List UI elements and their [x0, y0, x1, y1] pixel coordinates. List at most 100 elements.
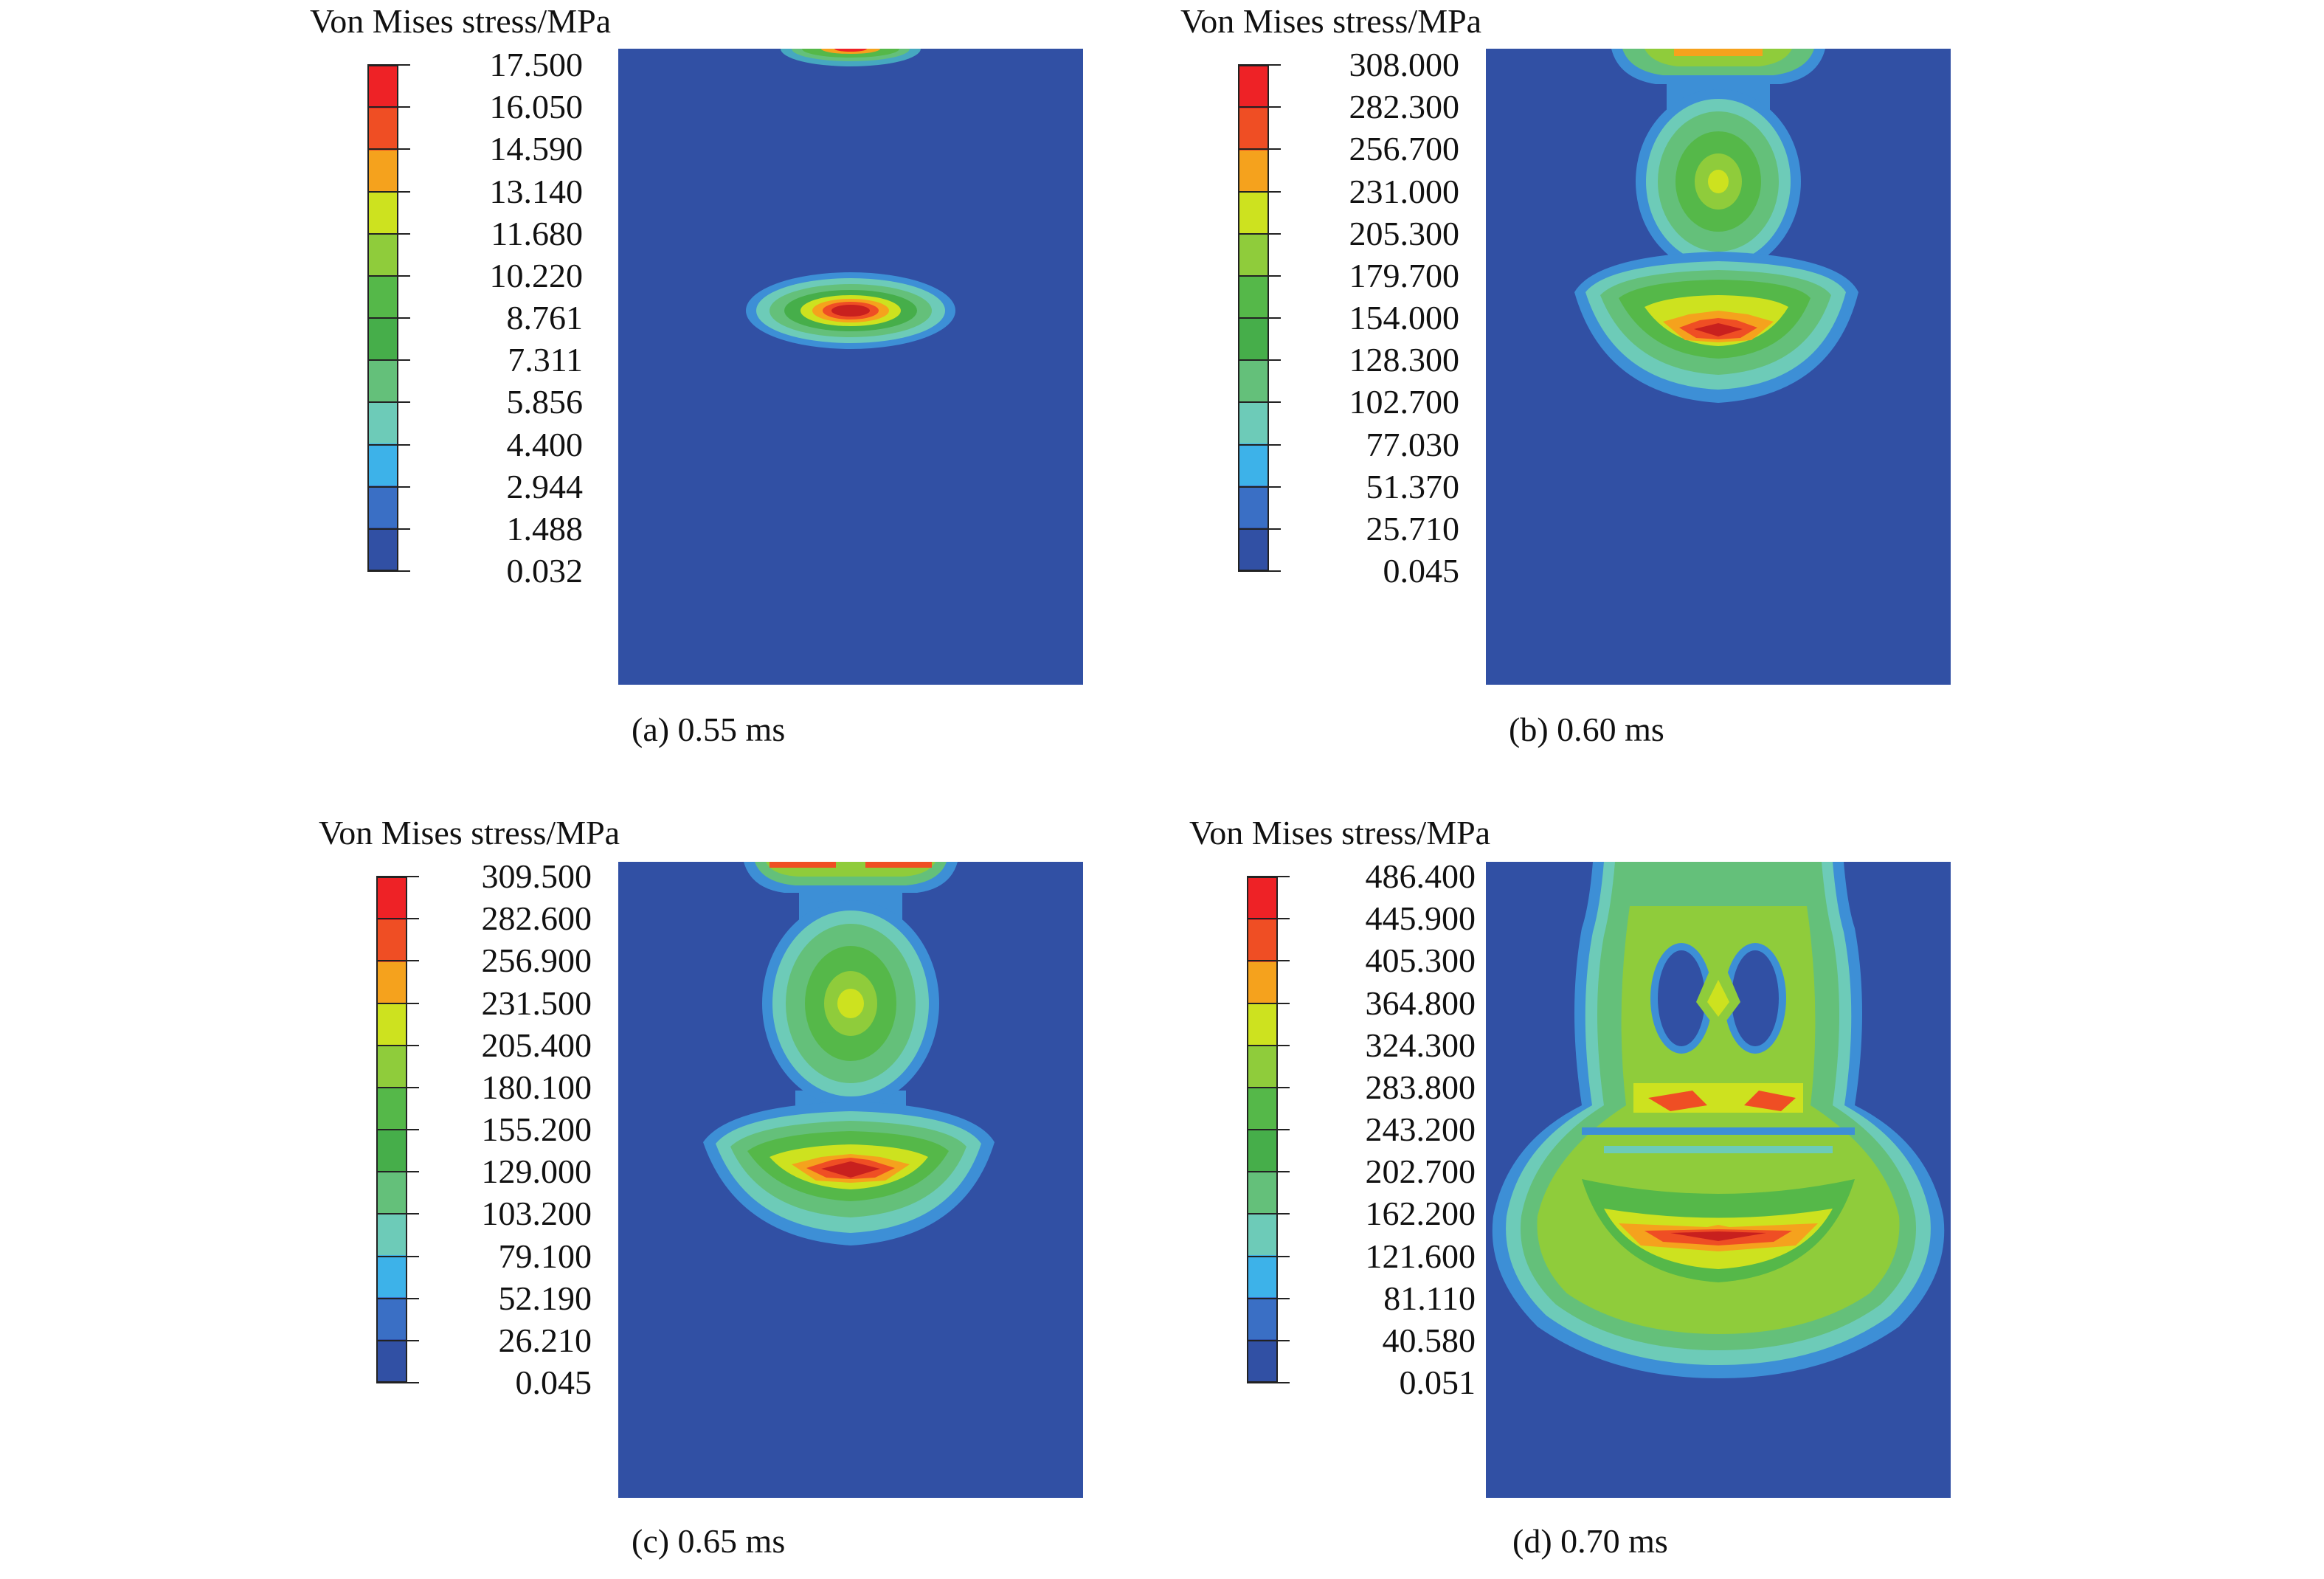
- legend-color-segment: [369, 359, 397, 402]
- legend-value-label: 179.700: [1349, 256, 1460, 294]
- legend-tick: [376, 1044, 419, 1046]
- legend-title: Von Mises stress/MPa: [1180, 2, 1482, 40]
- panel-caption: (d) 0.70 ms: [1512, 1522, 1668, 1560]
- panel-b: Von Mises stress/MPa 308.000 282.300 256.7…: [1180, 1, 2250, 761]
- legend-color-segment: [1248, 1046, 1276, 1088]
- legend-tick: [367, 528, 410, 530]
- legend-color-segment: [378, 1297, 406, 1340]
- legend-color-segment: [369, 150, 397, 193]
- legend-color-segment: [1248, 1255, 1276, 1298]
- contour-graphic: [746, 49, 955, 349]
- legend-tick: [376, 918, 419, 920]
- legend-value-label: 1.488: [506, 509, 584, 547]
- legend-value-label: 51.370: [1366, 467, 1460, 505]
- legend-value-label: 0.051: [1399, 1364, 1476, 1401]
- legend-color-segment: [378, 1171, 406, 1214]
- legend-value-label: 26.210: [498, 1321, 592, 1359]
- legend-color-segment: [1239, 276, 1268, 318]
- legend-tick: [376, 1297, 419, 1299]
- legend-tick: [1238, 359, 1281, 362]
- legend-value-label: 121.600: [1365, 1237, 1476, 1275]
- legend-tick: [367, 232, 410, 235]
- legend-tick: [1247, 1171, 1290, 1173]
- legend-color-segment: [369, 108, 397, 151]
- legend-color-segment: [1248, 878, 1276, 920]
- legend-value-label: 154.000: [1349, 299, 1460, 336]
- legend-tick: [1238, 570, 1281, 572]
- legend-value-label: 180.100: [481, 1068, 592, 1106]
- legend-tick: [376, 1002, 419, 1004]
- legend-tick: [376, 1255, 419, 1257]
- legend-tick: [1238, 486, 1281, 488]
- legend-color-bar: [1238, 65, 1269, 571]
- legend-color-segment: [1248, 1339, 1276, 1381]
- legend-value-label: 14.590: [489, 130, 584, 168]
- legend-value-label: 0.045: [515, 1364, 592, 1401]
- legend-tick: [376, 1213, 419, 1215]
- legend-value-label: 102.700: [1349, 383, 1460, 421]
- legend-value-label: 231.500: [481, 984, 592, 1022]
- legend-tick: [376, 1339, 419, 1341]
- legend-color-segment: [1239, 359, 1268, 402]
- legend-value-label: 7.311: [508, 341, 583, 379]
- legend-color-segment: [1239, 443, 1268, 486]
- contour-graphic: [1492, 862, 1945, 1378]
- legend-tick: [1247, 918, 1290, 920]
- legend-tick: [376, 1086, 419, 1088]
- stress-contour-plot: [1486, 49, 1951, 685]
- legend-tick: [1247, 1002, 1290, 1004]
- legend-value-label: 16.050: [489, 88, 584, 126]
- legend-value-label: 282.600: [481, 899, 592, 938]
- legend-tick: [1238, 148, 1281, 151]
- legend-tick: [1247, 876, 1290, 877]
- legend-color-segment: [378, 1339, 406, 1381]
- legend-color-segment: [1248, 1171, 1276, 1214]
- legend-tick: [1238, 190, 1281, 193]
- legend-color-segment: [378, 919, 406, 962]
- legend-color-segment: [378, 1255, 406, 1298]
- legend-color-segment: [369, 317, 397, 360]
- legend-value-label: 205.400: [481, 1026, 592, 1064]
- legend-color-segment: [1239, 66, 1268, 108]
- legend-color-segment: [369, 486, 397, 528]
- contour-graphic: [703, 862, 995, 1245]
- legend-tick: [367, 190, 410, 193]
- legend-tick: [367, 486, 410, 488]
- legend-color-segment: [369, 276, 397, 318]
- legend-tick: [1247, 960, 1290, 962]
- legend-color-segment: [1248, 1129, 1276, 1172]
- legend-color-segment: [1248, 1297, 1276, 1340]
- legend-value-label: 486.400: [1365, 857, 1476, 895]
- legend-value-label: 11.680: [491, 214, 583, 252]
- legend-color-segment: [369, 192, 397, 235]
- legend-color-segment: [1248, 1003, 1276, 1046]
- legend-value-label: 324.300: [1365, 1026, 1476, 1064]
- panel-caption: (a) 0.55 ms: [632, 711, 786, 748]
- legend-tick: [1238, 443, 1281, 446]
- legend-color-bar: [1247, 877, 1278, 1383]
- contour-graphic: [1574, 49, 1858, 403]
- legend-value-label: 162.200: [1365, 1195, 1476, 1233]
- legend-tick: [367, 401, 410, 404]
- legend-value-label: 231.000: [1349, 172, 1460, 210]
- legend-value-label: 309.500: [481, 857, 592, 895]
- panel-caption: (c) 0.65 ms: [632, 1522, 786, 1560]
- legend-color-segment: [378, 1003, 406, 1046]
- legend-color-segment: [1239, 401, 1268, 444]
- legend-value-label: 10.220: [489, 256, 584, 294]
- legend-value-label: 364.800: [1365, 984, 1476, 1022]
- legend-color-segment: [378, 1088, 406, 1130]
- legend-color-segment: [1239, 192, 1268, 235]
- legend-tick: [1238, 274, 1281, 277]
- legend-value-label: 202.700: [1365, 1153, 1476, 1191]
- legend-title: Von Mises stress/MPa: [319, 814, 620, 851]
- legend-title: Von Mises stress/MPa: [1189, 814, 1491, 851]
- legend-color-segment: [369, 66, 397, 108]
- panel-c: Von Mises stress/MPa 309.500 282.600 256.9…: [319, 813, 1388, 1573]
- legend-value-label: 77.030: [1366, 425, 1460, 463]
- legend-value-label: 308.000: [1349, 46, 1460, 83]
- legend-tick: [1247, 1086, 1290, 1088]
- panel-a: Von Mises stress/MPa 17.500 16.050 14.590 1…: [310, 1, 1380, 761]
- legend-color-segment: [1248, 1213, 1276, 1256]
- legend-tick: [376, 876, 419, 877]
